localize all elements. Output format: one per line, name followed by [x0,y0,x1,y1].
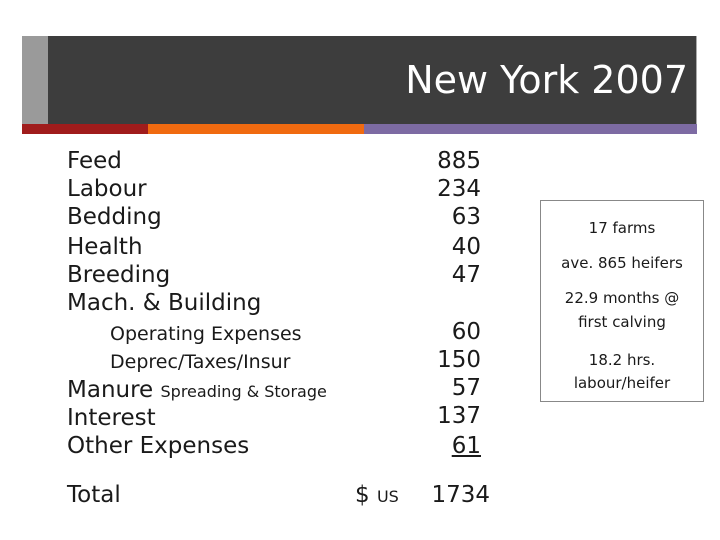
info-labour-heifer: labour/heifer [541,373,703,393]
info-months: 22.9 months @ [541,288,703,308]
cost-value-labour: 234 [401,175,481,203]
cost-label-health: Health [67,233,143,261]
cost-label-other: Other Expenses [67,432,249,460]
cost-value-breeding: 47 [401,261,481,289]
cost-value-deprec: 150 [401,346,481,374]
accent-stripe-orange [148,124,364,134]
cost-label-labour: Labour [67,175,147,203]
currency-code: US [377,487,399,506]
cost-label-mach-building: Mach. & Building [67,289,261,317]
cost-value-bedding: 63 [401,203,481,231]
cost-label-manure: Manure Spreading & Storage [67,376,327,406]
cost-label-bedding: Bedding [67,203,162,231]
total-currency: $ US [355,481,399,511]
cost-value-manure: 57 [401,374,481,402]
cost-label-feed: Feed [67,147,122,175]
info-farms: 17 farms [541,218,703,238]
cost-value-other: 61 [401,432,481,460]
manure-sublabel: Spreading & Storage [161,382,327,401]
cost-value-feed: 885 [401,147,481,175]
slide-title: New York 2007 [405,58,688,102]
cost-value-interest: 137 [401,402,481,430]
info-hours: 18.2 hrs. [541,350,703,370]
accent-stripe-red [22,124,148,134]
title-banner-edge [22,36,48,124]
currency-symbol: $ [355,482,370,508]
cost-value-health: 40 [401,233,481,261]
cost-label-operating: Operating Expenses [110,320,302,348]
total-value: 1734 [410,481,490,509]
cost-label-deprec: Deprec/Taxes/Insur [110,348,290,376]
farm-info-box: 17 farms ave. 865 heifers 22.9 months @ … [540,200,704,402]
accent-stripe-purple [364,124,697,134]
info-calving: first calving [541,312,703,332]
total-label: Total [67,481,121,509]
cost-label-breeding: Breeding [67,261,170,289]
cost-value-operating: 60 [401,318,481,346]
cost-label-interest: Interest [67,404,156,432]
manure-label: Manure [67,377,153,403]
info-heifers: ave. 865 heifers [541,253,703,273]
